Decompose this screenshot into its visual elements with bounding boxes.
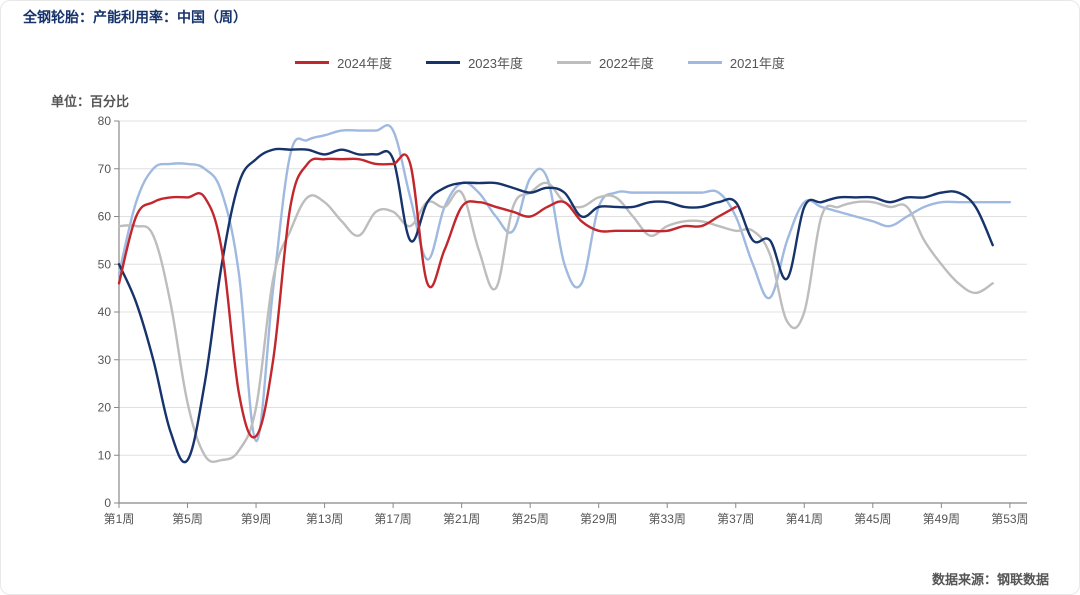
svg-text:第1周: 第1周: [104, 512, 135, 526]
legend-label: 2024年度: [337, 53, 392, 72]
svg-text:50: 50: [98, 257, 112, 271]
legend-swatch: [557, 61, 591, 64]
legend-swatch: [295, 61, 329, 64]
svg-text:第5周: 第5周: [172, 512, 203, 526]
svg-text:第17周: 第17周: [374, 512, 411, 526]
svg-text:第45周: 第45周: [854, 512, 891, 526]
svg-text:0: 0: [104, 496, 111, 510]
series-s2024: [119, 154, 736, 437]
legend-swatch: [688, 61, 722, 64]
svg-text:第37周: 第37周: [717, 512, 754, 526]
legend-item: 2024年度: [295, 53, 392, 72]
unit-label: 单位：百分比: [51, 91, 129, 110]
chart-title: 全钢轮胎：产能利用率：中国（周）: [23, 7, 247, 27]
svg-text:第49周: 第49周: [923, 512, 960, 526]
data-source: 数据来源：钢联数据: [932, 569, 1049, 588]
legend-item: 2021年度: [688, 53, 785, 72]
series-s2021: [119, 125, 1010, 441]
svg-text:第29周: 第29周: [580, 512, 617, 526]
legend: 2024年度 2023年度 2022年度 2021年度: [1, 53, 1079, 72]
svg-text:第9周: 第9周: [241, 512, 272, 526]
svg-text:第25周: 第25周: [511, 512, 548, 526]
svg-text:40: 40: [98, 305, 112, 319]
svg-text:20: 20: [98, 401, 112, 415]
svg-text:70: 70: [98, 162, 112, 176]
legend-swatch: [426, 61, 460, 64]
svg-text:第53周: 第53周: [991, 512, 1028, 526]
svg-text:80: 80: [98, 114, 112, 128]
svg-text:60: 60: [98, 210, 112, 224]
svg-text:第21周: 第21周: [443, 512, 480, 526]
legend-item: 2023年度: [426, 53, 523, 72]
svg-text:第41周: 第41周: [786, 512, 823, 526]
legend-item: 2022年度: [557, 53, 654, 72]
legend-label: 2021年度: [730, 53, 785, 72]
plot-area: 0 10 20 30 40 50 60 70 80 第1周 第5周 第9周 第13周 第17周 第21周 第2…: [89, 113, 1037, 533]
svg-text:30: 30: [98, 353, 112, 367]
svg-text:第13周: 第13周: [306, 512, 343, 526]
legend-label: 2022年度: [599, 53, 654, 72]
legend-label: 2023年度: [468, 53, 523, 72]
chart-card: 全钢轮胎：产能利用率：中国（周） 2024年度 2023年度 2022年度 2021年…: [0, 0, 1080, 595]
line-chart-svg: 0 10 20 30 40 50 60 70 80 第1周 第5周 第9周 第13周 第17周 第21周 第2…: [89, 113, 1037, 533]
svg-text:10: 10: [98, 448, 112, 462]
svg-text:第33周: 第33周: [649, 512, 686, 526]
